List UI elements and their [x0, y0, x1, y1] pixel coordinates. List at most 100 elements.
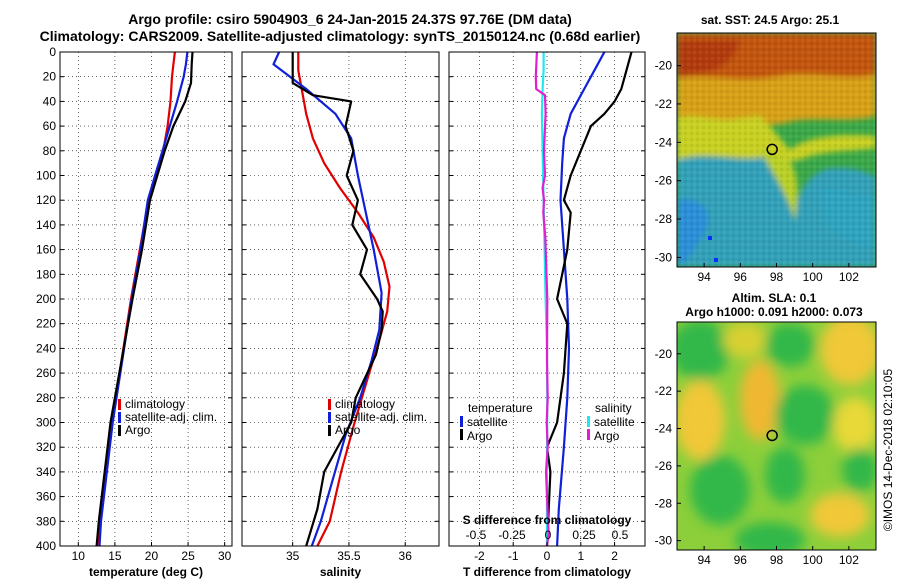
- y-tick-label: 400: [36, 539, 56, 553]
- temperature-panel: 0 20 40 60 80 100 120 140 160 180 200 220 240 260 280 3…: [36, 45, 233, 579]
- y-tick-label: 340: [36, 465, 56, 479]
- x-axis-label: temperature (deg C): [89, 565, 203, 579]
- y-tick-label: 80: [43, 144, 57, 158]
- map-y-tick-label: -26: [655, 459, 673, 473]
- legend-label: satellite: [467, 415, 508, 429]
- legend-swatch: [587, 429, 590, 440]
- x-tick-label: 36: [399, 549, 413, 563]
- map-y-tick-label: -22: [655, 97, 673, 111]
- y-tick-label: 240: [36, 341, 56, 355]
- map-y-tick-label: -24: [655, 422, 673, 436]
- plot-frame: [59, 51, 233, 547]
- s-difference-tick-label: 0.25: [572, 528, 596, 542]
- y-tick-label: 380: [36, 514, 56, 528]
- legend-label: satellite-adj. clim.: [335, 410, 427, 424]
- x-tick-label: 35.5: [337, 549, 361, 563]
- grid: [449, 51, 645, 547]
- legend-swatch: [328, 399, 331, 410]
- sst-argo-location-marker: [766, 143, 778, 156]
- x-tick-label: -2: [474, 549, 485, 563]
- sst-map-panel: sat. SST: 24.5 Argo: 25.1 94 96 98 100 102 -2…: [655, 13, 877, 284]
- legend-swatch: [118, 425, 121, 436]
- legend-label: climatology: [335, 397, 395, 411]
- x-tick-label: 20: [145, 549, 159, 563]
- grid: [60, 51, 232, 547]
- x-axis-label: T difference from climatology: [463, 565, 631, 579]
- y-tick-label: 280: [36, 391, 56, 405]
- axis: 0 20 40 60 80 100 120 140 160 180 200 220 240 260 280 3…: [36, 45, 232, 579]
- legend-label: satellite: [594, 415, 635, 429]
- map-y-tick-label: -22: [655, 384, 673, 398]
- map-y-tick-label: -30: [655, 534, 673, 548]
- sla-map-title-line1: Altim. SLA: 0.1: [732, 291, 817, 305]
- map-y-tick-label: -26: [655, 174, 673, 188]
- y-tick-label: 140: [36, 218, 56, 232]
- series-line-satellite-adj-clim-: [98, 52, 189, 546]
- series-line-satellite-adj-clim-: [272, 52, 383, 546]
- legend-title-salinity: salinity: [595, 401, 632, 415]
- y-tick-label: 160: [36, 243, 56, 257]
- y-tick-label: 100: [36, 169, 56, 183]
- legend-label: Argo: [467, 429, 493, 443]
- sla-argo-location-marker: [766, 429, 778, 442]
- map-x-tick-label: 98: [770, 270, 784, 284]
- y-tick-label: 300: [36, 416, 56, 430]
- x-tick-label: 1: [577, 549, 584, 563]
- grid: [242, 51, 439, 547]
- x-tick-label: 10: [72, 549, 86, 563]
- y-tick-label: 180: [36, 267, 56, 281]
- x-tick-label: -1: [508, 549, 519, 563]
- legend-swatch: [460, 429, 463, 440]
- y-tick-label: 260: [36, 366, 56, 380]
- map-x-tick-label: 100: [803, 553, 823, 567]
- figure-title-line1: Argo profile: csiro 5904903_6 24-Jan-201…: [128, 11, 572, 27]
- legend-label: Argo: [335, 423, 361, 437]
- y-tick-label: 360: [36, 490, 56, 504]
- map-x-tick-label: 94: [697, 553, 711, 567]
- s-difference-tick-label: 0: [545, 528, 552, 542]
- map-x-tick-label: 96: [734, 553, 748, 567]
- sst-map-title: sat. SST: 24.5 Argo: 25.1: [701, 13, 840, 27]
- x-tick-label: 0: [544, 549, 551, 563]
- legend-label: satellite-adj. clim.: [125, 410, 217, 424]
- s-difference-tick-label: -0.25: [498, 528, 526, 542]
- map-x-tick-label: 100: [803, 270, 823, 284]
- x-tick-label: 15: [108, 549, 122, 563]
- imos-watermark: ©IMOS 14-Dec-2018 02:10:05: [881, 369, 895, 532]
- legend-label: Argo: [125, 423, 151, 437]
- map-y-tick-label: -30: [655, 250, 673, 264]
- map-x-tick-label: 98: [770, 553, 784, 567]
- s-difference-tick-label: 0.5: [612, 528, 629, 542]
- series-group: [534, 52, 633, 546]
- x-tick-label: 35: [286, 549, 300, 563]
- legend-swatch: [328, 412, 331, 423]
- x-tick-label: 2: [611, 549, 618, 563]
- y-tick-label: 120: [36, 193, 56, 207]
- y-tick-label: 40: [43, 94, 57, 108]
- map-x-tick-label: 102: [839, 553, 859, 567]
- map-x-tick-label: 94: [697, 270, 711, 284]
- map-y-tick-label: -24: [655, 135, 673, 149]
- legend-swatch: [118, 399, 121, 410]
- legend-swatch: [328, 425, 331, 436]
- map-x-tick-label: 96: [734, 270, 748, 284]
- axis: -2 -1 0 1 2 T difference from climatology: [449, 51, 645, 579]
- series-group: [272, 52, 391, 546]
- figure-title-line2: Climatology: CARS2009. Satellite-adjuste…: [40, 28, 641, 44]
- map-x-tick-label: 102: [839, 270, 859, 284]
- legend-swatch: [118, 412, 121, 423]
- legend-title-temperature: temperature: [468, 401, 533, 415]
- legend-swatch: [460, 416, 463, 427]
- s-difference-tick-label: -0.5: [466, 528, 487, 542]
- x-tick-label: 30: [218, 549, 232, 563]
- series-line-t-satellite: [556, 52, 606, 546]
- y-tick-label: 60: [43, 119, 57, 133]
- salinity-panel: 35 35.5 36 salinity climatologysatellite-adj…: [241, 51, 440, 579]
- legend: temperaturesatelliteArgosalinitysatellit…: [460, 401, 635, 542]
- x-axis-label: salinity: [320, 565, 362, 579]
- legend-swatch: [587, 416, 590, 427]
- series-line-argo: [291, 52, 384, 546]
